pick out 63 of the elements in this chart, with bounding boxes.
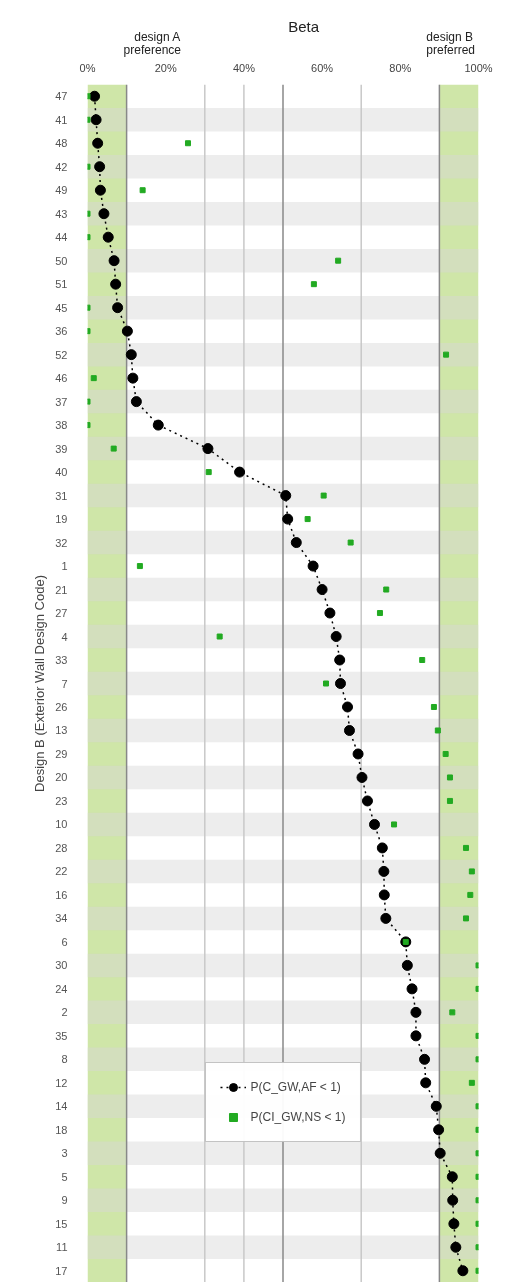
x-tick-label: 100% — [464, 61, 493, 74]
y-tick-label: 38 — [55, 419, 68, 432]
y-tick-label: 26 — [55, 700, 68, 713]
y-tick-label: 8 — [61, 1053, 68, 1066]
y-tick-label: 33 — [55, 654, 68, 667]
y-tick-label: 41 — [55, 113, 68, 126]
x-tick-label: 40% — [232, 61, 256, 74]
band-label: design A preference — [123, 30, 182, 58]
y-tick-label: 15 — [55, 1217, 68, 1230]
y-tick-label: 50 — [55, 254, 68, 267]
y-tick-label: 49 — [55, 184, 68, 197]
y-tick-label: 4 — [61, 630, 68, 643]
y-tick-label: 46 — [55, 372, 68, 385]
band-label: design B preferred — [426, 30, 476, 58]
y-tick-label: 7 — [61, 677, 68, 690]
y-tick-label: 47 — [55, 90, 68, 103]
y-tick-label: 1 — [61, 560, 68, 573]
y-tick-label: 35 — [55, 1029, 68, 1042]
y-tick-label: 6 — [61, 935, 68, 948]
y-tick-label: 29 — [55, 747, 68, 760]
x-tick-label: 20% — [154, 61, 177, 74]
y-tick-label: 16 — [55, 888, 68, 901]
y-tick-label: 12 — [55, 1076, 68, 1089]
y-tick-label: 36 — [55, 325, 68, 338]
legend-label: P(CI_GW,NS < 1) — [250, 1110, 346, 1124]
y-tick-label: 31 — [55, 489, 68, 502]
y-tick-label: 13 — [55, 724, 68, 737]
y-tick-label: 20 — [55, 771, 68, 784]
y-tick-label: 44 — [55, 231, 68, 244]
y-tick-label: 3 — [61, 1147, 68, 1160]
y-tick-label: 48 — [55, 137, 68, 150]
y-axis-title: Design B (Exterior Wall Design Code) — [32, 575, 48, 792]
y-tick-label: 45 — [55, 301, 68, 314]
legend-label: P(C_GW,AF < 1) — [250, 1080, 341, 1094]
y-tick-label: 43 — [55, 207, 68, 220]
y-tick-label: 37 — [55, 395, 68, 408]
y-tick-label: 10 — [55, 818, 68, 831]
y-tick-label: 21 — [55, 583, 68, 596]
y-tick-label: 22 — [55, 865, 68, 878]
y-tick-label: 5 — [61, 1170, 68, 1183]
x-axis-title: Beta — [288, 18, 320, 36]
x-tick-label: 80% — [389, 61, 412, 74]
y-tick-label: 28 — [55, 841, 68, 854]
y-tick-label: 9 — [61, 1194, 68, 1207]
y-tick-label: 27 — [55, 607, 68, 620]
y-tick-label: 18 — [55, 1123, 68, 1136]
x-tick-label: 60% — [311, 61, 334, 74]
y-tick-label: 24 — [55, 982, 68, 995]
y-tick-label: 42 — [55, 160, 68, 173]
y-tick-label: 32 — [55, 536, 68, 549]
y-tick-label: 23 — [55, 794, 68, 807]
y-tick-label: 30 — [55, 959, 68, 972]
y-tick-label: 52 — [55, 348, 68, 361]
y-tick-label: 14 — [55, 1100, 68, 1113]
x-tick-label: 0% — [79, 61, 96, 74]
y-tick-label: 39 — [55, 442, 68, 455]
y-tick-label: 51 — [55, 278, 68, 291]
y-tick-label: 19 — [55, 513, 68, 526]
y-tick-label: 40 — [55, 466, 68, 479]
y-tick-label: 2 — [61, 1006, 68, 1019]
y-tick-label: 11 — [56, 1241, 68, 1254]
y-tick-label: 34 — [55, 912, 68, 925]
y-tick-label: 17 — [55, 1264, 68, 1277]
